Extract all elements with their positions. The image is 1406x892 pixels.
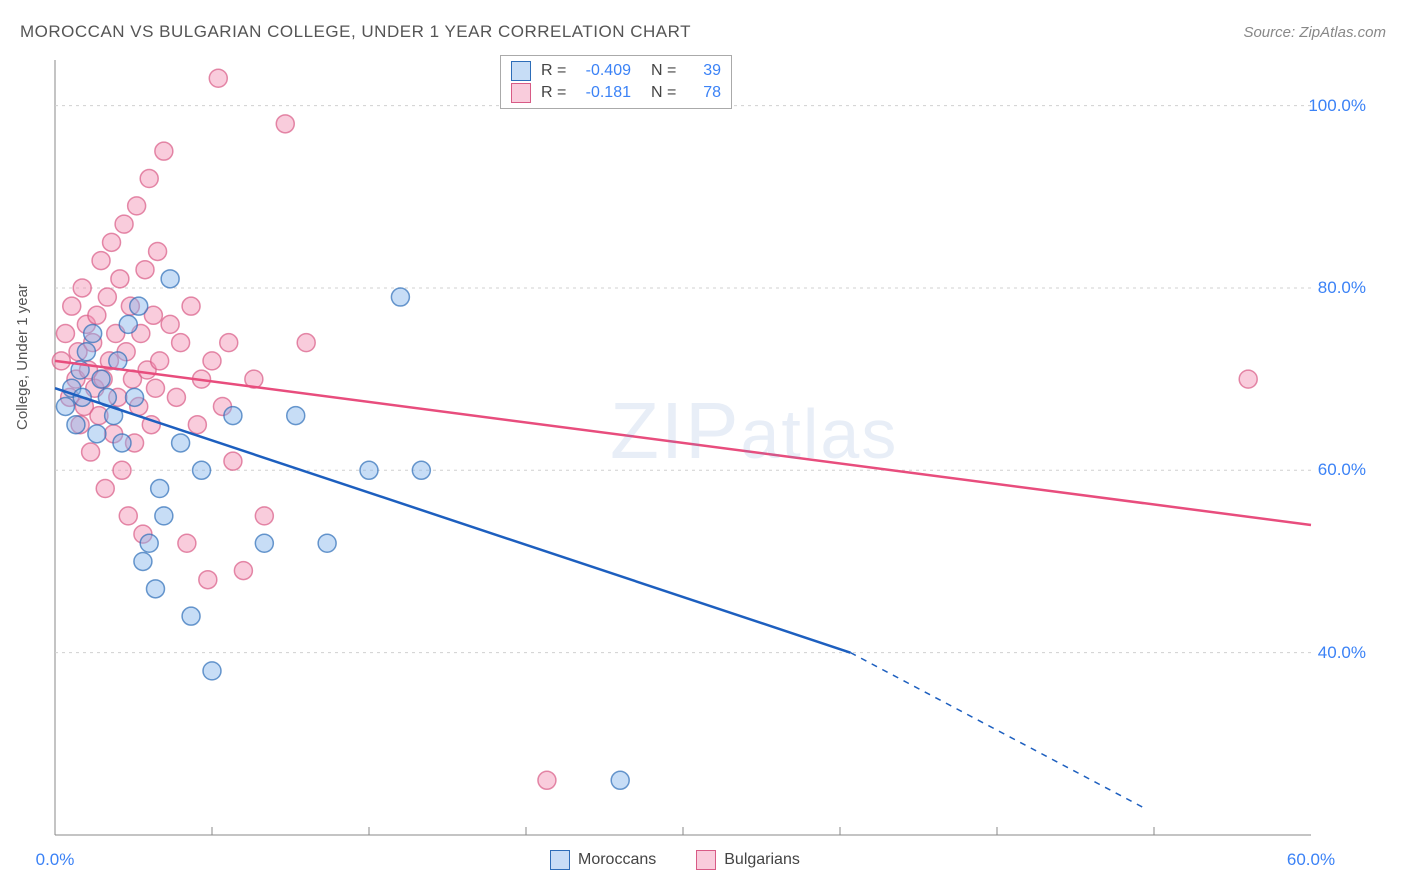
y-axis-label: College, Under 1 year <box>14 284 31 430</box>
chart-container: MOROCCAN VS BULGARIAN COLLEGE, UNDER 1 Y… <box>0 0 1406 892</box>
legend-correlation-row: R = -0.181 N = 78 <box>511 82 721 104</box>
correlation-legend: R = -0.409 N = 39 R = -0.181 N = 78 <box>500 55 732 109</box>
y-tick-label: 60.0% <box>1318 460 1366 480</box>
legend-swatch <box>511 83 531 103</box>
legend-n-label: N = <box>651 82 681 104</box>
scatter-chart-svg <box>50 55 1386 840</box>
legend-series-item: Bulgarians <box>696 850 800 870</box>
y-tick-label: 100.0% <box>1308 96 1366 116</box>
legend-correlation-row: R = -0.409 N = 39 <box>511 60 721 82</box>
chart-title: MOROCCAN VS BULGARIAN COLLEGE, UNDER 1 Y… <box>20 22 691 42</box>
series-legend: Moroccans Bulgarians <box>550 850 800 870</box>
plot-area: ZIPatlas R =-0.409N =39R =-0.181N =78 Mo… <box>50 55 1386 840</box>
legend-swatch <box>550 850 570 870</box>
legend-r-value: -0.181 <box>581 82 631 104</box>
x-tick-label: 0.0% <box>36 850 75 870</box>
x-tick-label: 60.0% <box>1287 850 1335 870</box>
legend-series-name: Moroccans <box>578 851 656 869</box>
legend-n-value: 39 <box>691 60 721 82</box>
legend-series-name: Bulgarians <box>724 851 800 869</box>
legend-r-value: -0.409 <box>581 60 631 82</box>
legend-r-label: R = <box>541 82 571 104</box>
y-tick-label: 40.0% <box>1318 643 1366 663</box>
source-label: Source: ZipAtlas.com <box>1243 24 1386 41</box>
legend-n-value: 78 <box>691 82 721 104</box>
legend-n-label: N = <box>651 60 681 82</box>
y-tick-label: 80.0% <box>1318 278 1366 298</box>
legend-swatch <box>696 850 716 870</box>
legend-swatch <box>511 61 531 81</box>
legend-r-label: R = <box>541 60 571 82</box>
legend-series-item: Moroccans <box>550 850 656 870</box>
